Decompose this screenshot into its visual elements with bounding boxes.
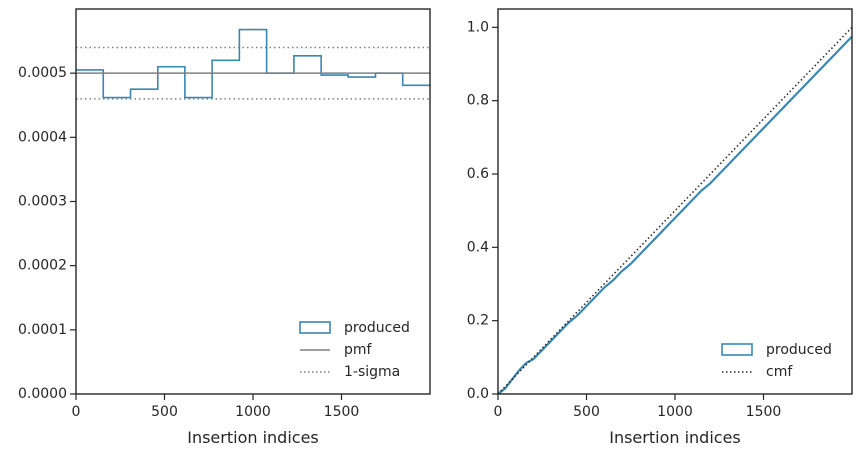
cmf-line <box>498 26 852 394</box>
axes-frame <box>75 8 431 395</box>
y-tick-label: 0.6 <box>467 166 489 182</box>
axes-frame <box>497 8 853 395</box>
x-tick-label: 0 <box>72 404 81 420</box>
x-tick-label: 1500 <box>746 404 782 420</box>
x-tick-label: 0 <box>494 404 503 420</box>
x-tick-label: 1500 <box>324 404 360 420</box>
legend-label: cmf <box>766 364 793 380</box>
y-tick-label: 0.0000 <box>18 386 67 402</box>
y-tick-label: 0.8 <box>467 93 489 109</box>
cumulative-panel: 0 500 1000 1500 0.0 0.2 0.4 0.6 0.8 1.0 Insertion … <box>467 8 853 447</box>
x-axis-label: Insertion indices <box>187 428 319 447</box>
plot-area <box>76 28 430 100</box>
y-tick-label: 0.4 <box>467 239 489 255</box>
legend-label: produced <box>766 342 832 358</box>
legend-label: 1-sigma <box>344 364 400 380</box>
legend: produced cmf <box>721 342 832 380</box>
y-tick-label: 0.0005 <box>18 65 67 81</box>
legend: produced pmf 1-sigma <box>299 320 410 380</box>
x-tick-label: 1000 <box>235 404 271 420</box>
legend-swatch-produced <box>721 343 753 356</box>
histogram-panel: 0 500 1000 1500 0.0000 0.0001 0.0002 0.0003 0.00… <box>18 8 431 447</box>
legend-swatch-produced <box>299 321 331 334</box>
y-tick-label: 0.0001 <box>18 322 67 338</box>
x-axis-label: Insertion indices <box>609 428 741 447</box>
y-tick-label: 0.0 <box>467 386 489 402</box>
y-tick-label: 0.2 <box>467 313 489 329</box>
legend-label: pmf <box>344 342 373 358</box>
produced-cumulative-line <box>498 35 852 394</box>
x-tick-label: 1000 <box>657 404 693 420</box>
y-tick-label: 1.0 <box>467 19 489 35</box>
x-tick-label: 500 <box>151 404 178 420</box>
legend-label: produced <box>344 320 410 336</box>
y-tick-label: 0.0002 <box>18 258 67 274</box>
plot-area <box>498 26 852 394</box>
y-tick-label: 0.0004 <box>18 129 67 145</box>
produced-step-line <box>76 28 430 99</box>
y-tick-label: 0.0003 <box>18 194 67 210</box>
x-tick-label: 500 <box>573 404 600 420</box>
